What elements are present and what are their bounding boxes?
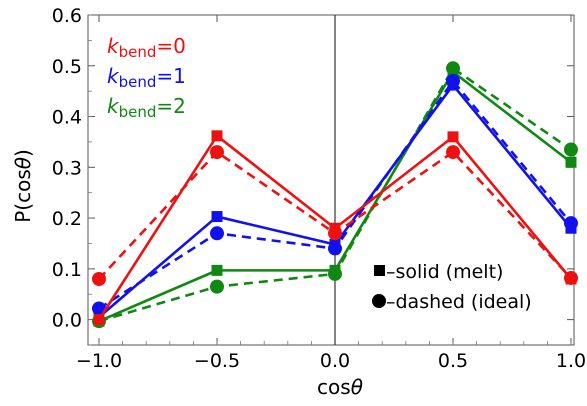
x-tick-label: −0.5 xyxy=(194,350,240,372)
data-point-circle xyxy=(446,74,460,88)
data-point-circle xyxy=(328,241,342,256)
series-3 xyxy=(92,74,578,316)
style-annotation: –solid (melt) –dashed (ideal) xyxy=(372,261,532,313)
data-point-circle xyxy=(210,226,224,241)
data-point-circle xyxy=(92,272,106,286)
series-1 xyxy=(92,145,578,286)
series-layer xyxy=(92,61,578,329)
axes: −1.0 −0.5 0.0 0.5 1.0 0.0 0.1 0.2 0.3 0.4 0.5 0.6 xyxy=(52,5,586,372)
data-point-circle xyxy=(446,61,460,76)
x-tick-label: 0.5 xyxy=(438,350,468,372)
data-point-circle xyxy=(446,145,460,160)
x-axis-label: cosθ xyxy=(317,375,363,399)
data-point-circle xyxy=(328,266,342,281)
y-tick-label: 0.5 xyxy=(52,56,82,78)
data-point-circle xyxy=(210,279,224,294)
y-tick-label: 0.2 xyxy=(52,208,82,230)
plot-frame xyxy=(87,14,575,346)
data-point-circle xyxy=(564,270,578,285)
y-tick-label: 0.1 xyxy=(52,259,82,281)
y-tick-label: 0.4 xyxy=(52,107,82,129)
data-point-square xyxy=(211,130,223,142)
x-tick-label: 0.0 xyxy=(320,350,350,372)
series-5 xyxy=(92,61,578,329)
y-axis-label: P(cosθ) xyxy=(11,149,35,223)
y-tick-label: 0.6 xyxy=(52,5,82,27)
data-point-square xyxy=(211,211,223,223)
annotation-solid: –solid (melt) xyxy=(386,261,503,283)
data-point-circle xyxy=(564,142,578,157)
legend-entry-kbend-1: kbend=1 xyxy=(107,64,186,91)
data-point-circle xyxy=(210,145,224,160)
data-point-circle xyxy=(328,226,342,241)
x-tick-label: 1.0 xyxy=(556,350,586,372)
y-tick-label: 0.0 xyxy=(52,310,82,332)
annotation-dashed: –dashed (ideal) xyxy=(386,291,532,313)
legend: kbend=0 kbend=1 kbend=2 xyxy=(107,34,186,121)
legend-entry-kbend-0: kbend=0 xyxy=(107,34,186,61)
data-point-circle xyxy=(564,216,578,231)
circle-marker-icon xyxy=(372,294,386,308)
legend-entry-kbend-2: kbend=2 xyxy=(107,94,186,121)
x-tick-label: −1.0 xyxy=(76,350,122,372)
data-point-square xyxy=(211,264,223,276)
data-point-square xyxy=(447,131,459,143)
square-marker-icon xyxy=(374,265,385,276)
data-point-square xyxy=(565,156,577,168)
data-point-square xyxy=(93,314,105,326)
y-tick-label: 0.3 xyxy=(52,157,82,179)
